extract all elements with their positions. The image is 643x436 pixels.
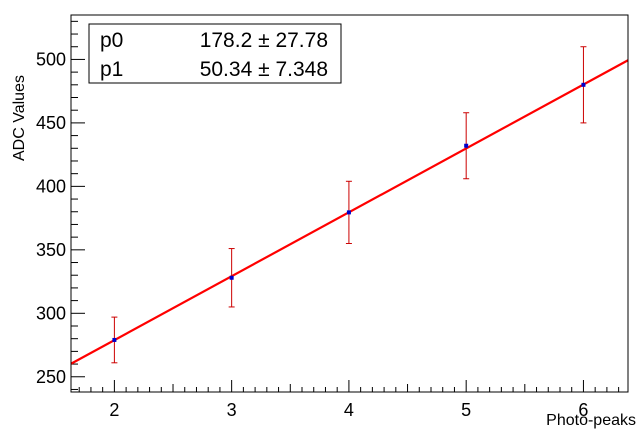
x-tick-label: 4 <box>344 400 354 420</box>
y-axis-label: ADC Values <box>11 75 28 161</box>
data-point <box>228 248 235 308</box>
x-axis-label: Photo-peaks <box>546 412 636 429</box>
stats-box-border <box>88 23 342 84</box>
data-point <box>580 46 587 124</box>
stat-p1-name: p1 <box>100 58 123 81</box>
plot-frame <box>70 14 629 393</box>
stat-p0-value: 178.2 ± 27.78 <box>200 29 328 52</box>
y-tick-label: 450 <box>36 113 66 133</box>
data-point <box>463 112 470 180</box>
y-tick-label: 250 <box>36 367 66 387</box>
data-point <box>111 316 118 364</box>
y-tick-label: 400 <box>36 176 66 196</box>
y-tick-label: 500 <box>36 49 66 69</box>
x-tick-label: 2 <box>109 400 119 420</box>
y-tick-label: 350 <box>36 240 66 260</box>
point-marker <box>581 82 586 87</box>
y-tick-label: 300 <box>36 303 66 323</box>
stat-p1-value: 50.34 ± 7.348 <box>200 58 328 81</box>
point-marker <box>112 337 117 342</box>
x-tick-label: 3 <box>227 400 237 420</box>
stat-p0-name: p0 <box>100 29 123 52</box>
point-marker <box>464 143 469 148</box>
point-marker <box>229 275 234 280</box>
data-point <box>345 180 352 244</box>
x-tick-label: 6 <box>578 400 588 420</box>
point-marker <box>346 210 351 215</box>
stats-box: p0 178.2 ± 27.78 p1 50.34 ± 7.348 <box>88 23 342 84</box>
x-tick-label: 5 <box>461 400 471 420</box>
axis-ticks: 2 3 4 5 6 250 300 350 400 450 500 <box>36 20 620 420</box>
